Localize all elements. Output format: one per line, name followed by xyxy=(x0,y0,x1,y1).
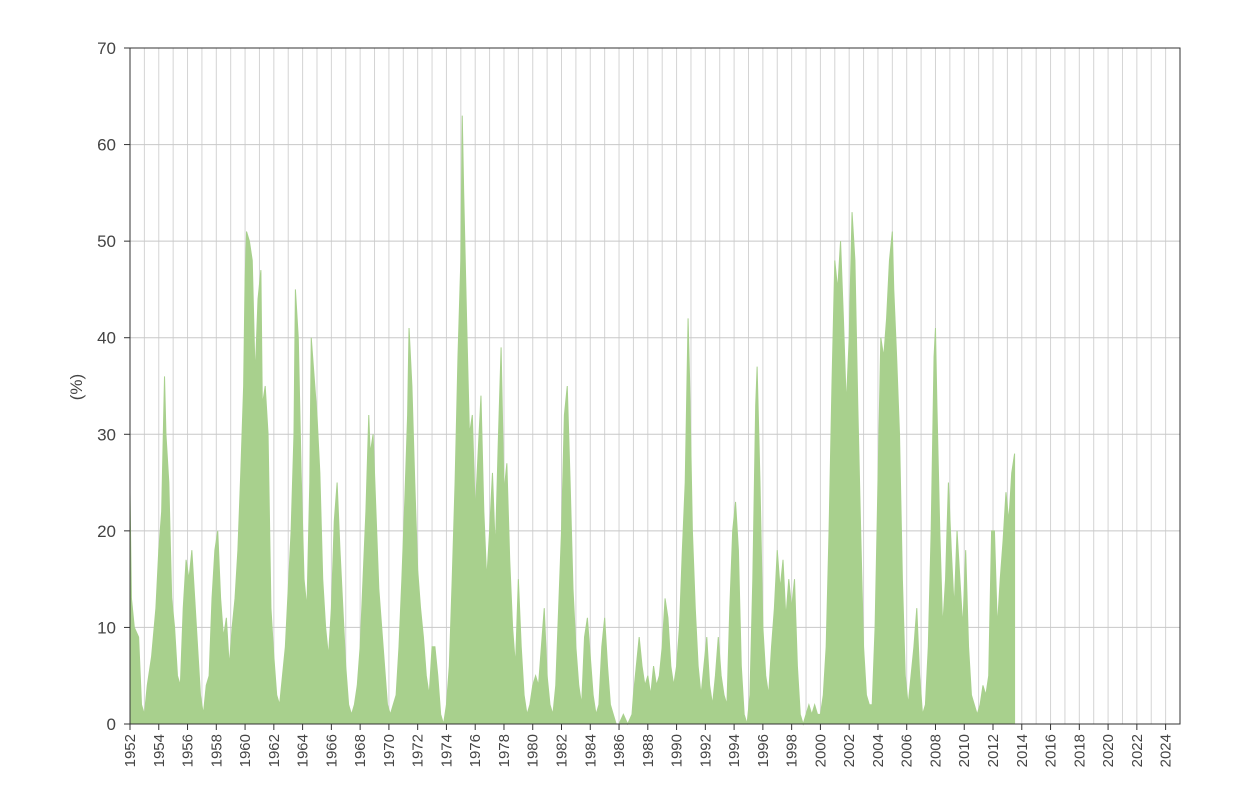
x-tick-label: 1992 xyxy=(697,734,714,767)
x-tick-label: 1974 xyxy=(438,734,455,767)
x-tick: 1960 xyxy=(237,724,254,767)
x-tick: 1980 xyxy=(525,724,542,767)
x-tick: 1992 xyxy=(697,724,714,767)
x-tick-label: 1960 xyxy=(237,734,254,767)
plot-frame xyxy=(129,47,1181,725)
x-tick-label: 1988 xyxy=(640,734,657,767)
x-tick: 1978 xyxy=(496,724,513,767)
x-tick: 2016 xyxy=(1043,724,1060,767)
x-tick: 1976 xyxy=(467,724,484,767)
x-tick-label: 1994 xyxy=(726,734,743,767)
x-tick: 1988 xyxy=(640,724,657,767)
x-tick: 1972 xyxy=(410,724,427,767)
y-tick: 60 xyxy=(97,136,130,155)
x-tick-label: 1952 xyxy=(122,734,139,767)
y-tick: 20 xyxy=(97,522,130,541)
x-tick-label: 1962 xyxy=(266,734,283,767)
x-tick: 2002 xyxy=(841,724,858,767)
x-tick: 2008 xyxy=(927,724,944,767)
x-tick: 1994 xyxy=(726,724,743,767)
x-tick: 2012 xyxy=(985,724,1002,767)
x-tick-label: 1964 xyxy=(295,734,312,767)
x-tick-label: 1976 xyxy=(467,734,484,767)
x-tick: 2014 xyxy=(1014,724,1031,767)
y-tick: 40 xyxy=(97,329,130,348)
x-tick: 2018 xyxy=(1071,724,1088,767)
x-tick: 2010 xyxy=(956,724,973,767)
x-tick-label: 1996 xyxy=(755,734,772,767)
y-tick-label: 20 xyxy=(97,522,116,541)
x-tick: 1968 xyxy=(352,724,369,767)
x-tick-label: 1972 xyxy=(410,734,427,767)
x-tick-label: 1986 xyxy=(611,734,628,767)
y-tick: 70 xyxy=(97,39,130,58)
x-tick: 1958 xyxy=(208,724,225,767)
y-tick: 10 xyxy=(97,618,130,637)
x-tick: 1970 xyxy=(381,724,398,767)
x-tick-label: 1966 xyxy=(323,734,340,767)
x-tick: 1964 xyxy=(295,724,312,767)
y-tick-label: 40 xyxy=(97,329,116,348)
x-tick-label: 2008 xyxy=(927,734,944,767)
y-tick: 50 xyxy=(97,232,130,251)
x-tick-label: 1998 xyxy=(784,734,801,767)
x-tick: 2024 xyxy=(1158,724,1175,767)
y-tick-label: 30 xyxy=(97,425,116,444)
x-tick-label: 1984 xyxy=(582,734,599,767)
x-tick: 2006 xyxy=(899,724,916,767)
x-tick: 1986 xyxy=(611,724,628,767)
x-tick-label: 1990 xyxy=(669,734,686,767)
x-tick: 1996 xyxy=(755,724,772,767)
x-tick-label: 2016 xyxy=(1043,734,1060,767)
x-tick-label: 2002 xyxy=(841,734,858,767)
x-tick: 2020 xyxy=(1100,724,1117,767)
x-tick-label: 1968 xyxy=(352,734,369,767)
x-tick-label: 2014 xyxy=(1014,734,1031,767)
x-tick-label: 1982 xyxy=(554,734,571,767)
x-tick: 1974 xyxy=(438,724,455,767)
x-tick-label: 2024 xyxy=(1158,734,1175,767)
y-tick: 30 xyxy=(97,425,130,444)
x-tick: 1952 xyxy=(122,724,139,767)
x-tick: 1956 xyxy=(180,724,197,767)
x-tick: 1982 xyxy=(554,724,571,767)
x-tick-label: 1978 xyxy=(496,734,513,767)
x-tick-label: 2012 xyxy=(985,734,1002,767)
x-tick: 1990 xyxy=(669,724,686,767)
x-tick-label: 1970 xyxy=(381,734,398,767)
x-tick-label: 2018 xyxy=(1071,734,1088,767)
x-tick-label: 1954 xyxy=(151,734,168,767)
x-tick-label: 2010 xyxy=(956,734,973,767)
x-tick: 1966 xyxy=(323,724,340,767)
y-axis-label: (%) xyxy=(67,374,86,400)
x-tick-label: 1956 xyxy=(180,734,197,767)
y-tick-label: 0 xyxy=(107,715,116,734)
x-tick: 2004 xyxy=(870,724,887,767)
x-tick: 2000 xyxy=(812,724,829,767)
x-axis: 1952 1954 1956 1958 1960 1962 1964 1966 1968 1970… xyxy=(122,724,1175,767)
x-tick: 1962 xyxy=(266,724,283,767)
x-tick-label: 2020 xyxy=(1100,734,1117,767)
y-tick: 0 xyxy=(107,715,130,734)
x-tick: 1984 xyxy=(582,724,599,767)
x-tick-label: 1980 xyxy=(525,734,542,767)
y-tick-label: 70 xyxy=(97,39,116,58)
x-tick: 2022 xyxy=(1129,724,1146,767)
x-tick-label: 2000 xyxy=(812,734,829,767)
x-tick: 1954 xyxy=(151,724,168,767)
y-tick-label: 10 xyxy=(97,618,116,637)
x-tick-label: 2006 xyxy=(899,734,916,767)
area-series xyxy=(129,115,1016,726)
x-tick: 1998 xyxy=(784,724,801,767)
x-tick-label: 2004 xyxy=(870,734,887,767)
area-fill xyxy=(129,115,1016,726)
x-tick-label: 2022 xyxy=(1129,734,1146,767)
y-tick-label: 50 xyxy=(97,232,116,251)
x-tick-label: 1958 xyxy=(208,734,225,767)
y-tick-label: 60 xyxy=(97,136,116,155)
y-axis: 0 10 20 30 40 50 60 70 xyxy=(97,39,130,734)
